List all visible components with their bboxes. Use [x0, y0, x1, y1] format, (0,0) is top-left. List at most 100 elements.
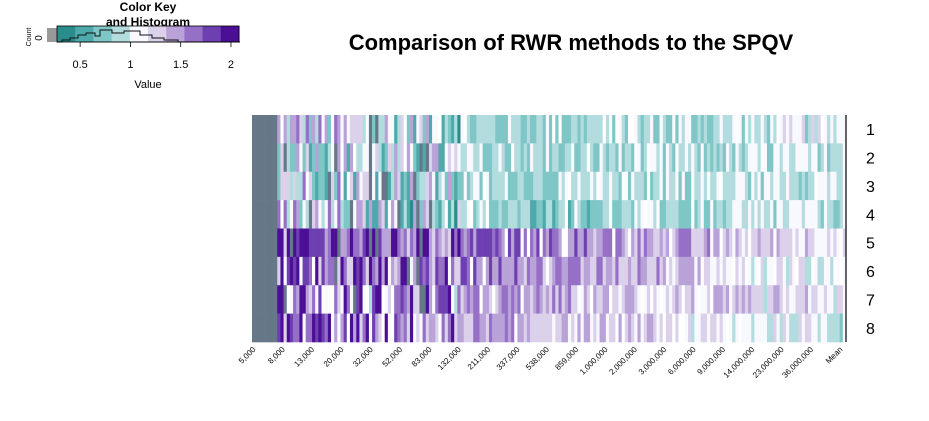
heatmap-cell — [447, 228, 452, 258]
heatmap-cell — [542, 115, 547, 144]
heatmap-cell — [289, 256, 294, 286]
heatmap-cell — [270, 285, 275, 314]
heatmap-cell — [599, 143, 604, 173]
heatmap-cell — [722, 285, 727, 314]
heatmap-cell — [451, 285, 455, 314]
heatmap-cell — [473, 115, 477, 144]
heatmap-cell — [334, 285, 338, 314]
heatmap-cell — [583, 115, 588, 144]
heatmap-cell — [763, 143, 768, 173]
heatmap-cell — [770, 200, 774, 229]
heatmap-cell — [454, 143, 458, 173]
heatmap-cell — [536, 256, 540, 286]
heatmap-cell — [334, 313, 338, 343]
heatmap-cell — [653, 171, 657, 201]
heatmap-cell — [368, 228, 373, 258]
row-label: 8 — [866, 321, 875, 338]
heatmap-cell — [526, 143, 531, 173]
heatmap-cell — [457, 200, 461, 229]
heatmap-cell — [346, 313, 351, 343]
heatmap-cell — [359, 171, 363, 201]
heatmap-cell — [413, 115, 417, 144]
heatmap-cell — [409, 228, 414, 258]
column-label: 13,000 — [292, 345, 316, 369]
heatmap-cell — [476, 256, 480, 286]
heatmap-cell — [773, 228, 777, 258]
heatmap-cell — [748, 200, 752, 229]
heatmap-cell — [782, 256, 787, 286]
heatmap-cell — [567, 285, 572, 314]
heatmap-cell — [545, 313, 550, 343]
heatmap-cell — [353, 313, 357, 343]
heatmap-cell — [735, 228, 739, 258]
heatmap-cell — [492, 143, 496, 173]
heatmap-cell — [504, 115, 509, 144]
heatmap-cell — [691, 171, 695, 201]
heatmap-cell — [419, 228, 423, 258]
heatmap-cell — [605, 171, 610, 201]
heatmap-cell — [457, 171, 461, 201]
heatmap-cell — [539, 228, 543, 258]
heatmap-cell — [422, 313, 427, 343]
heatmap-cell — [384, 228, 389, 258]
heatmap-cell — [400, 200, 404, 229]
heatmap-cell — [460, 143, 464, 173]
heatmap-cell — [375, 313, 379, 343]
heatmap-cell — [624, 171, 629, 201]
heatmap-cell — [716, 285, 720, 314]
heatmap-cell — [586, 200, 591, 229]
heatmap-cell — [394, 228, 398, 258]
heatmap-cell — [741, 200, 746, 229]
heatmap-cell — [435, 115, 439, 144]
heatmap-cell — [729, 256, 733, 286]
heatmap-cell — [798, 256, 803, 286]
heatmap-cell — [346, 256, 351, 286]
heatmap-cell — [362, 143, 367, 173]
heatmap-cell — [406, 143, 411, 173]
heatmap-cell — [609, 228, 613, 258]
heatmap-cell — [637, 313, 641, 343]
heatmap-cell — [738, 171, 743, 201]
heatmap-cell — [814, 115, 818, 144]
heatmap-cell — [299, 228, 303, 258]
heatmap-cell — [485, 143, 490, 173]
heatmap-cell — [732, 256, 736, 286]
heatmap-cell — [387, 285, 392, 314]
heatmap-cell — [252, 115, 256, 144]
heatmap-cell — [814, 171, 818, 201]
heatmap-cell — [286, 313, 291, 343]
heatmap-cell — [612, 200, 616, 229]
heatmap-cell — [675, 256, 679, 286]
heatmap-cell — [763, 313, 768, 343]
heatmap-cell — [722, 228, 727, 258]
heatmap-cell — [830, 228, 834, 258]
heatmap-cell — [337, 171, 341, 201]
column-label: 132,000 — [436, 345, 463, 372]
heatmap-cell — [252, 256, 256, 286]
heatmap-cell — [757, 200, 761, 229]
heatmap-cell — [384, 171, 389, 201]
heatmap-cell — [792, 313, 796, 343]
heatmap-cell — [530, 143, 534, 173]
heatmap-cell — [270, 313, 275, 343]
heatmap-cell — [681, 115, 686, 144]
heatmap-cell — [561, 285, 566, 314]
heatmap-cell — [612, 115, 616, 144]
heatmap-cell — [312, 256, 316, 286]
heatmap-cell — [286, 228, 291, 258]
heatmap-cell — [836, 200, 840, 229]
heatmap-cell — [542, 143, 547, 173]
column-label: 1,000,000 — [578, 345, 610, 377]
heatmap-cell — [558, 285, 562, 314]
heatmap-cell — [716, 143, 720, 173]
heatmap-cell — [327, 171, 332, 201]
heatmap-cell — [776, 228, 780, 258]
heatmap-cell — [602, 285, 607, 314]
heatmap-cell — [599, 228, 604, 258]
heatmap-cell — [542, 256, 547, 286]
heatmap-cell — [337, 200, 341, 229]
heatmap-cell — [432, 171, 436, 201]
heatmap-cell — [391, 115, 395, 144]
heatmap-cell — [703, 256, 708, 286]
heatmap-cell — [586, 256, 591, 286]
